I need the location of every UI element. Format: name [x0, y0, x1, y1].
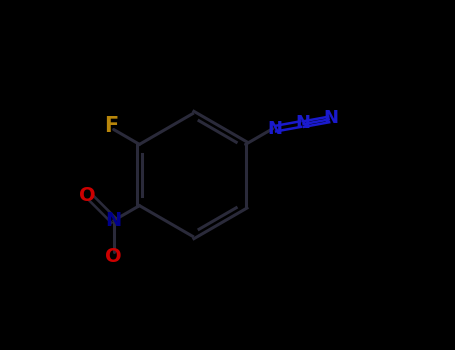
Text: F: F [104, 116, 118, 136]
Text: N: N [106, 211, 122, 230]
Text: O: O [79, 186, 96, 205]
Text: O: O [106, 247, 122, 266]
Text: N: N [295, 114, 310, 132]
Text: N: N [324, 109, 339, 127]
Text: N: N [268, 120, 283, 138]
